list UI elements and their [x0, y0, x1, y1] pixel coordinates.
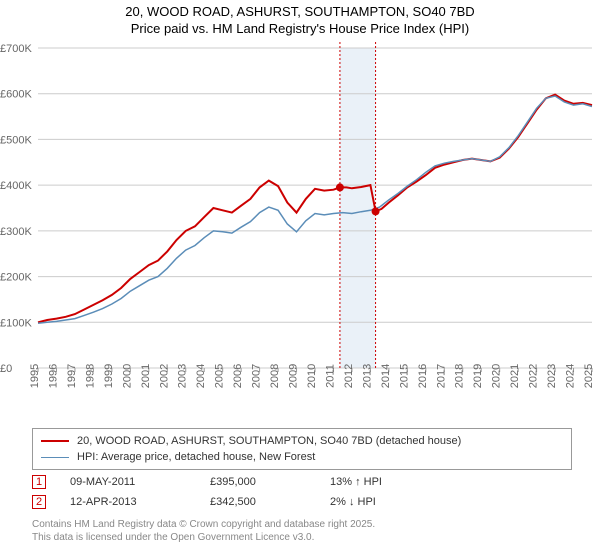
x-tick-label: 2007 [251, 364, 263, 388]
legend-swatch [41, 457, 69, 458]
series-price_paid [38, 95, 592, 323]
x-tick-label: 2025 [583, 364, 595, 388]
highlight-band [340, 48, 376, 368]
transaction-date: 12-APR-2013 [70, 496, 210, 508]
x-tick-label: 2001 [140, 364, 152, 388]
x-tick-label: 2014 [380, 364, 392, 388]
legend-label: HPI: Average price, detached house, New … [77, 451, 315, 463]
footer-attribution: Contains HM Land Registry data © Crown c… [32, 518, 375, 544]
title-subtitle: Price paid vs. HM Land Registry's House … [0, 21, 600, 38]
transaction-marker: 1 [32, 475, 46, 489]
x-tick-label: 2024 [565, 364, 577, 388]
transaction-row: 1 09-MAY-2011£395,00013% ↑ HPI [32, 472, 572, 492]
chart-area: £0 £100K £200K £300K £400K £500K £600K £700K 199… [0, 40, 600, 420]
footer-line-1: Contains HM Land Registry data © Crown c… [32, 518, 375, 531]
x-tick-label: 2006 [232, 364, 244, 388]
y-tick-label: £700K [0, 43, 32, 55]
title-address: 20, WOOD ROAD, ASHURST, SOUTHAMPTON, SO4… [0, 4, 600, 21]
transaction-row: 2 12-APR-2013£342,5002% ↓ HPI [32, 492, 572, 512]
legend-row: HPI: Average price, detached house, New … [41, 449, 563, 465]
x-tick-label: 1999 [103, 364, 115, 388]
x-tick-label: 1997 [66, 364, 78, 388]
x-tick-label: 2019 [472, 364, 484, 388]
y-tick-label: £400K [0, 180, 32, 192]
x-tick-label: 2008 [269, 364, 281, 388]
chart-container: 20, WOOD ROAD, ASHURST, SOUTHAMPTON, SO4… [0, 0, 600, 560]
x-tick-label: 2000 [121, 364, 133, 388]
legend-label: 20, WOOD ROAD, ASHURST, SOUTHAMPTON, SO4… [77, 435, 461, 447]
y-tick-label: £0 [0, 363, 12, 375]
x-tick-label: 2005 [214, 364, 226, 388]
x-tick-label: 2003 [177, 364, 189, 388]
x-tick-label: 2004 [195, 364, 207, 388]
y-tick-label: £200K [0, 272, 32, 284]
x-tick-label: 2018 [454, 364, 466, 388]
x-tick-label: 2023 [546, 364, 558, 388]
title-block: 20, WOOD ROAD, ASHURST, SOUTHAMPTON, SO4… [0, 0, 600, 38]
x-tick-label: 1995 [29, 364, 41, 388]
y-tick-label: £600K [0, 89, 32, 101]
x-tick-label: 2009 [288, 364, 300, 388]
y-tick-label: £100K [0, 317, 32, 329]
transactions-table: 1 09-MAY-2011£395,00013% ↑ HPI 2 12-APR-201… [32, 472, 572, 512]
x-tick-label: 2002 [158, 364, 170, 388]
x-tick-label: 2012 [343, 364, 355, 388]
x-tick-label: 2017 [435, 364, 447, 388]
marker-dot [336, 183, 344, 191]
y-tick-label: £500K [0, 134, 32, 146]
footer-line-2: This data is licensed under the Open Gov… [32, 531, 375, 544]
legend-row: 20, WOOD ROAD, ASHURST, SOUTHAMPTON, SO4… [41, 433, 563, 449]
transaction-price: £342,500 [210, 496, 330, 508]
transaction-date: 09-MAY-2011 [70, 476, 210, 488]
x-tick-label: 2011 [324, 364, 336, 388]
x-tick-label: 1996 [47, 364, 59, 388]
y-tick-label: £300K [0, 226, 32, 238]
x-tick-label: 2015 [398, 364, 410, 388]
marker-dot [372, 207, 380, 215]
x-tick-label: 2010 [306, 364, 318, 388]
x-tick-label: 2016 [417, 364, 429, 388]
legend-swatch [41, 440, 69, 442]
transaction-delta: 2% ↓ HPI [330, 496, 450, 508]
x-tick-label: 2013 [361, 364, 373, 388]
x-tick-label: 2020 [491, 364, 503, 388]
x-tick-label: 1998 [84, 364, 96, 388]
transaction-price: £395,000 [210, 476, 330, 488]
transaction-marker: 2 [32, 495, 46, 509]
legend: 20, WOOD ROAD, ASHURST, SOUTHAMPTON, SO4… [32, 428, 572, 470]
x-tick-label: 2022 [528, 364, 540, 388]
line-chart-svg: £0 £100K £200K £300K £400K £500K £600K £700K 199… [0, 40, 600, 420]
transaction-delta: 13% ↑ HPI [330, 476, 450, 488]
x-tick-label: 2021 [509, 364, 521, 388]
